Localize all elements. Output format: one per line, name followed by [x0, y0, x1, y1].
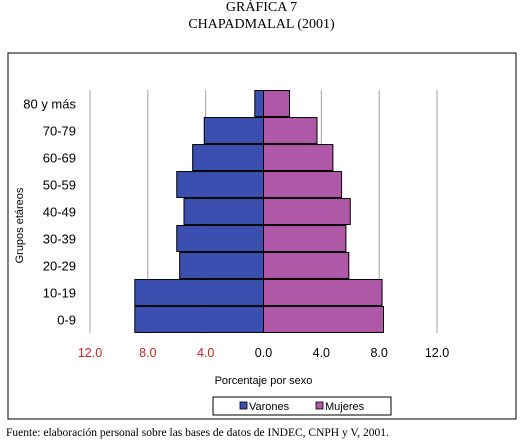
bar-varones [203, 117, 265, 144]
y-tick-label: 70-79 [43, 124, 76, 139]
chart-subtitle: CHAPADMALAL (2001) [188, 17, 335, 32]
bar-varones [254, 90, 264, 117]
legend-swatch [315, 401, 324, 410]
bar-varones [134, 306, 264, 333]
x-tick-label: 8.0 [370, 346, 387, 360]
bar-mujeres [263, 306, 385, 333]
bar-mujeres [263, 225, 347, 252]
source-note: Fuente: elaboración personal sobre las b… [6, 427, 389, 439]
bar-varones [192, 144, 264, 171]
bar-mujeres [263, 198, 351, 225]
legend-box [212, 396, 392, 416]
x-tick-label: 12.0 [425, 346, 449, 360]
y-tick-label: 30-39 [43, 232, 76, 247]
legend-label: Mujeres [325, 401, 365, 413]
x-axis-title: Porcentaje por sexo [215, 375, 313, 387]
chart-title: GRÁFICA 7 [225, 0, 298, 15]
bar-varones [176, 171, 264, 198]
bar-varones [183, 198, 265, 225]
x-tick-label: 12.0 [78, 346, 102, 360]
bar-varones [179, 252, 264, 279]
x-tick-label: 4.0 [313, 346, 330, 360]
y-tick-label: 10-19 [43, 286, 76, 301]
bar-varones [134, 279, 264, 306]
bar-mujeres [263, 117, 318, 144]
bar-mujeres [263, 144, 334, 171]
y-axis-title: Grupos etáreos [14, 187, 26, 263]
y-tick-label: 60-69 [43, 151, 76, 166]
x-tick-label: 0.0 [255, 346, 272, 360]
bar-mujeres [263, 90, 291, 117]
y-tick-label: 40-49 [43, 205, 76, 220]
bar-mujeres [263, 279, 383, 306]
y-tick-label: 20-29 [43, 259, 76, 274]
y-tick-label: 50-59 [43, 178, 76, 193]
bar-mujeres [263, 171, 343, 198]
bar-varones [176, 225, 264, 252]
bar-mujeres [263, 252, 350, 279]
x-tick-label: 4.0 [197, 346, 214, 360]
x-tick-label: 8.0 [139, 346, 156, 360]
y-tick-label: 0-9 [57, 313, 76, 328]
legend-swatch [239, 401, 248, 410]
y-tick-label: 80 y más [23, 97, 76, 112]
legend-label: Varones [249, 401, 290, 413]
